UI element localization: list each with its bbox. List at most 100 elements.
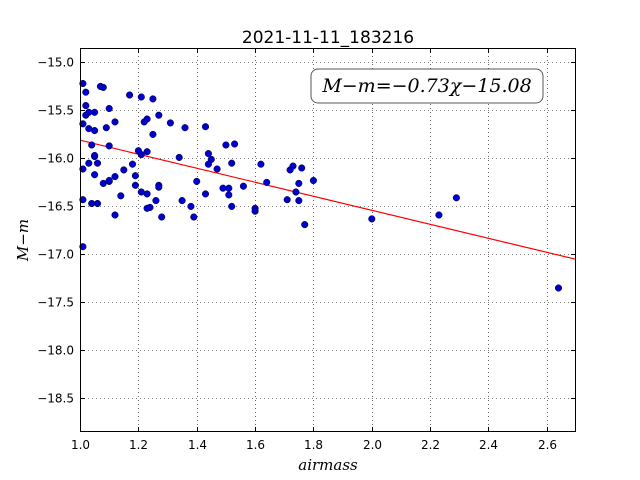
scatter-point [99, 83, 107, 91]
fit-equation-frame [310, 68, 544, 104]
x-axis-label: airmass [298, 456, 358, 474]
x-tick-label: 2.2 [421, 438, 440, 452]
scatter-point [79, 79, 87, 88]
y-tick-label: −18.0 [37, 344, 74, 358]
x-tick-label: 2.6 [538, 438, 557, 452]
x-tick-label: 2.0 [363, 438, 382, 452]
scatter-point [155, 111, 163, 119]
y-axis-label: M−m [14, 219, 32, 262]
scatter-point [239, 182, 247, 190]
scatter-point [295, 197, 303, 205]
scatter-point [111, 118, 119, 126]
scatter-point [105, 142, 113, 150]
scatter-point [554, 284, 563, 292]
fit-equation-box: M−m=−0.73χ−15.08 [310, 68, 544, 104]
scatter-point [79, 120, 87, 128]
scatter-point [283, 196, 291, 204]
scatter-point [91, 171, 99, 179]
scatter-point [131, 172, 139, 180]
y-tick-label: −17.0 [37, 248, 74, 262]
scatter-point [137, 93, 145, 101]
scatter-point [91, 108, 99, 116]
scatter-point [301, 221, 309, 229]
scatter-point [143, 204, 151, 212]
scatter-point [149, 130, 157, 138]
scatter-point [452, 194, 460, 202]
scatter-point [187, 202, 195, 210]
scatter-point [131, 181, 139, 189]
scatter-point [190, 213, 198, 221]
x-tick-label: 1.0 [71, 438, 90, 452]
fit-equation: M−m=−0.73χ−15.08 [321, 75, 531, 97]
scatter-point [93, 159, 102, 167]
scatter-point [79, 196, 87, 204]
chart-title: 2021-11-11_183216 [242, 28, 414, 48]
scatter-point [228, 159, 236, 167]
scatter-point [120, 166, 128, 174]
scatter-point [251, 207, 259, 215]
scatter-point [298, 164, 306, 172]
plot-background [80, 48, 576, 432]
scatter-point [143, 148, 151, 156]
scatter-point [228, 202, 236, 210]
plot-frame [80, 48, 576, 432]
scatter-point [137, 151, 145, 159]
y-tick-labels: −15.0 −15.5 −16.0 −16.5 −17.0 −17.5 −18.0 −18.5 [37, 56, 74, 406]
scatter-point [79, 165, 87, 173]
scatter-point [309, 176, 317, 185]
scatter-point [102, 124, 110, 132]
scatter-point [137, 188, 145, 196]
scatter-point [225, 191, 233, 199]
scatter-point [225, 184, 233, 192]
scatter-point [158, 213, 166, 221]
scatter-point [105, 176, 113, 185]
scatter-point [155, 183, 163, 191]
y-tick-label: −16.5 [37, 200, 74, 214]
grid [80, 48, 576, 432]
scatter-point [201, 123, 210, 131]
scatter-point [263, 178, 271, 186]
scatter-point [204, 160, 212, 168]
scatter-point [289, 162, 297, 170]
scatter-point [201, 190, 210, 198]
scatter-point [181, 124, 189, 132]
scatter-point [435, 211, 443, 219]
x-tick-label: 1.2 [129, 438, 148, 452]
scatter-point [88, 199, 96, 208]
scatter-point [82, 88, 90, 96]
plot-area [79, 48, 577, 432]
scatter-point [111, 211, 119, 219]
scatter-point [82, 111, 90, 119]
scatter-point [175, 153, 183, 161]
fit-line-layer [79, 139, 577, 260]
x-tick-labels: 1.0 1.2 1.4 1.6 1.8 2.0 2.2 2.4 2.6 [71, 438, 557, 452]
scatter-point [99, 179, 107, 187]
scatter-point [79, 243, 87, 251]
scatter-point [126, 91, 134, 99]
y-tick-label: −15.0 [37, 56, 74, 70]
y-tick-label: −17.5 [37, 296, 74, 310]
scatter-point [166, 119, 174, 127]
scatter-point [91, 151, 99, 160]
x-tick-label: 2.4 [479, 438, 498, 452]
scatter-point [152, 197, 160, 205]
scatter-point [149, 95, 157, 103]
scatter-point [222, 141, 230, 149]
fit-line [79, 139, 577, 260]
y-tick-label: −18.5 [37, 392, 74, 406]
scatter-point [292, 188, 300, 196]
scatter-point [204, 150, 212, 158]
scatter-point [82, 102, 90, 110]
scatter-point [368, 215, 376, 223]
x-tick-label: 1.4 [188, 438, 207, 452]
scatter-point [140, 118, 148, 126]
scatter-point [128, 160, 137, 168]
y-tick-label: −15.5 [37, 104, 74, 118]
scatter-point [178, 197, 186, 205]
scatter-point [257, 160, 265, 168]
y-tick-label: −16.0 [37, 152, 74, 166]
x-tick-label: 1.6 [246, 438, 265, 452]
scatter-point [193, 177, 201, 185]
scatter-points [79, 79, 563, 292]
